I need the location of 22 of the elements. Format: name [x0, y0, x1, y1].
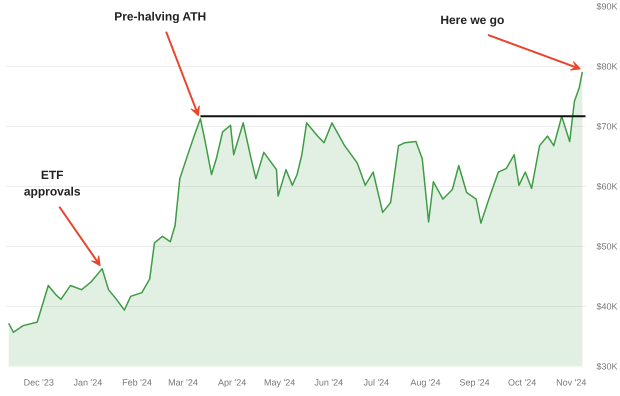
x-tick-label: Nov '24 [556, 378, 586, 388]
y-tick-label: $50K [596, 242, 618, 252]
y-tick-label: $90K [596, 2, 618, 12]
x-tick-label: May '24 [264, 378, 296, 388]
x-tick-label: Sep '24 [459, 378, 490, 388]
x-tick-label: Apr '24 [218, 378, 246, 388]
x-tick-label: Mar '24 [168, 378, 198, 388]
x-tick-label: Jun '24 [314, 378, 344, 388]
x-tick-label: Feb '24 [122, 378, 152, 388]
annotation: Here we go [440, 12, 504, 27]
annotation: ETF approvals [24, 168, 81, 199]
y-tick-label: $80K [596, 62, 618, 72]
x-tick-label: Oct '24 [508, 378, 536, 388]
y-tick-label: $40K [596, 302, 618, 312]
y-tick-label: $70K [596, 122, 618, 132]
y-tick-label: $30K [596, 362, 618, 372]
x-tick-label: Jul '24 [363, 378, 390, 388]
x-tick-label: Jan '24 [74, 378, 102, 388]
annotation: Pre-halving ATH [114, 10, 206, 24]
x-tick-label: Aug '24 [410, 378, 441, 388]
y-tick-label: $60K [596, 182, 618, 192]
x-tick-label: Dec '23 [24, 378, 54, 388]
